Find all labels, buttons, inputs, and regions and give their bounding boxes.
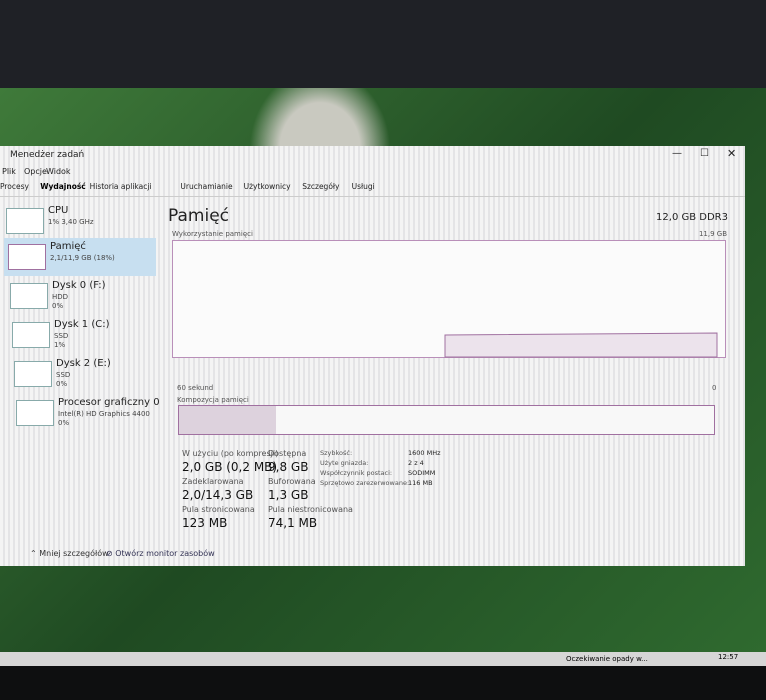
sidebar-detail: 0% — [56, 380, 68, 388]
sidebar-detail: HDD — [52, 293, 69, 301]
less-details-text[interactable]: Mniej szczegółów — [39, 549, 109, 558]
sidebar-detail: 1% 3,40 GHz — [48, 218, 94, 226]
sidebar-detail: SSD — [56, 371, 71, 379]
sidebar-thumbnail — [14, 361, 52, 387]
sidebar-thumbnail — [12, 322, 50, 348]
section-title: Pamięć — [168, 206, 229, 226]
menu-item[interactable]: Opcje — [24, 167, 47, 176]
sidebar-item[interactable]: Dysk 2 (E:) SSD 0% — [10, 355, 162, 393]
sidebar-thumbnail — [6, 208, 44, 234]
taskbar: Oczekiwanie opady w... 12:57 — [0, 652, 766, 666]
menu-item[interactable]: Widok — [46, 167, 71, 176]
tab[interactable]: Użytkownicy — [243, 182, 291, 191]
minimize[interactable]: — — [672, 148, 682, 159]
tab-divider — [0, 196, 745, 197]
composition-used — [179, 406, 276, 434]
tab[interactable]: Szczegóły — [302, 182, 340, 191]
stat-value: 1,3 GB — [268, 488, 309, 502]
sidebar-thumbnail — [8, 244, 46, 270]
detail-value: 2 z 4 — [408, 459, 424, 467]
detail-label: Szybkość: — [320, 449, 353, 457]
detail-label: Sprzętowo zarezerwowane: — [320, 479, 410, 487]
graph-time: 60 sekund — [177, 384, 214, 392]
task-manager-window: Menedżer zadań — ☐ ✕ Pamięć 12,0 GB DDR3… — [0, 146, 745, 566]
stat-label: Dostępna — [268, 449, 307, 458]
stat-label: Buforowana — [268, 477, 316, 486]
tab[interactable]: Historia aplikacji — [89, 182, 152, 191]
composition-bar — [178, 405, 715, 435]
stat-label: Zadeklarowana — [182, 477, 244, 486]
sidebar-name[interactable]: Dysk 1 (C:) — [54, 319, 110, 330]
sidebar-detail: Intel(R) HD Graphics 4400 — [58, 410, 150, 418]
sidebar-thumbnail — [10, 283, 48, 309]
detail-value: 1600 MHz — [408, 449, 441, 457]
less-details[interactable]: ⌃ Mniej szczegółów — [30, 549, 109, 558]
maximize[interactable]: ☐ — [700, 148, 709, 159]
sidebar-detail: 0% — [52, 302, 64, 310]
stat-label: Pula stronicowana — [182, 505, 255, 514]
taskbar-time: 12:57 — [718, 653, 739, 661]
graph-min: 0 — [712, 384, 717, 392]
stat-label: Pula niestronicowana — [268, 505, 353, 514]
stat-value: 123 MB — [182, 516, 228, 530]
detail-value: 116 MB — [408, 479, 433, 487]
close[interactable]: ✕ — [727, 147, 737, 160]
detail-value: SODIMM — [408, 469, 436, 477]
stat-value: 9,8 GB — [268, 460, 309, 474]
tab[interactable]: Usługi — [351, 182, 375, 191]
tab[interactable]: Uruchamianie — [180, 182, 233, 191]
stat-value: 2,0/14,3 GB — [182, 488, 254, 502]
stat-value: 74,1 MB — [268, 516, 318, 530]
sidebar-detail: 1% — [54, 341, 66, 349]
sidebar-item[interactable]: Pamięć 2,1/11,9 GB (18%) — [4, 238, 156, 276]
tab[interactable]: Procesy — [0, 182, 29, 191]
sidebar-detail: 0% — [58, 419, 70, 427]
top-band — [0, 0, 766, 88]
stat-label: W użyciu (po kompresji) — [182, 449, 279, 458]
sidebar-name[interactable]: Dysk 2 (E:) — [56, 358, 111, 369]
taskbar-notice: Oczekiwanie opady w... — [566, 655, 648, 663]
sidebar-detail: SSD — [54, 332, 69, 340]
sidebar-item[interactable]: Dysk 0 (F:) HDD 0% — [6, 277, 158, 315]
sidebar-name[interactable]: Dysk 0 (F:) — [52, 280, 106, 291]
graph-label: Wykorzystanie pamięci — [172, 230, 253, 238]
sidebar-name[interactable]: CPU — [48, 205, 69, 216]
sidebar-item[interactable]: Procesor graficzny 0 Intel(R) HD Graphics… — [12, 394, 164, 432]
detail-label: Użyte gniazda: — [320, 459, 369, 467]
usage-graph — [172, 240, 726, 358]
sidebar-thumbnail — [16, 400, 54, 426]
sidebar-name[interactable]: Procesor graficzny 0 — [58, 397, 160, 408]
stat-value: 2,0 GB (0,2 MB) — [182, 460, 278, 474]
sidebar-name[interactable]: Pamięć — [50, 241, 86, 252]
sidebar-item[interactable]: CPU 1% 3,40 GHz — [2, 202, 154, 240]
composition-label: Kompozycja pamięci — [177, 396, 249, 404]
memory-spec: 12,0 GB DDR3 — [656, 212, 728, 223]
sidebar-detail: 2,1/11,9 GB (18%) — [50, 254, 115, 262]
sidebar-item[interactable]: Dysk 1 (C:) SSD 1% — [8, 316, 160, 354]
usage-area — [444, 332, 718, 358]
detail-label: Współczynnik postaci: — [320, 469, 393, 477]
resource-monitor-link[interactable]: ⊘ Otwórz monitor zasobów — [106, 549, 215, 558]
graph-max: 11,9 GB — [698, 230, 727, 238]
tab[interactable]: Wydajność — [40, 182, 86, 191]
menu-item[interactable]: Plik — [2, 167, 16, 176]
resource-monitor-text[interactable]: Otwórz monitor zasobów — [115, 549, 215, 558]
window-title: Menedżer zadań — [10, 150, 85, 160]
